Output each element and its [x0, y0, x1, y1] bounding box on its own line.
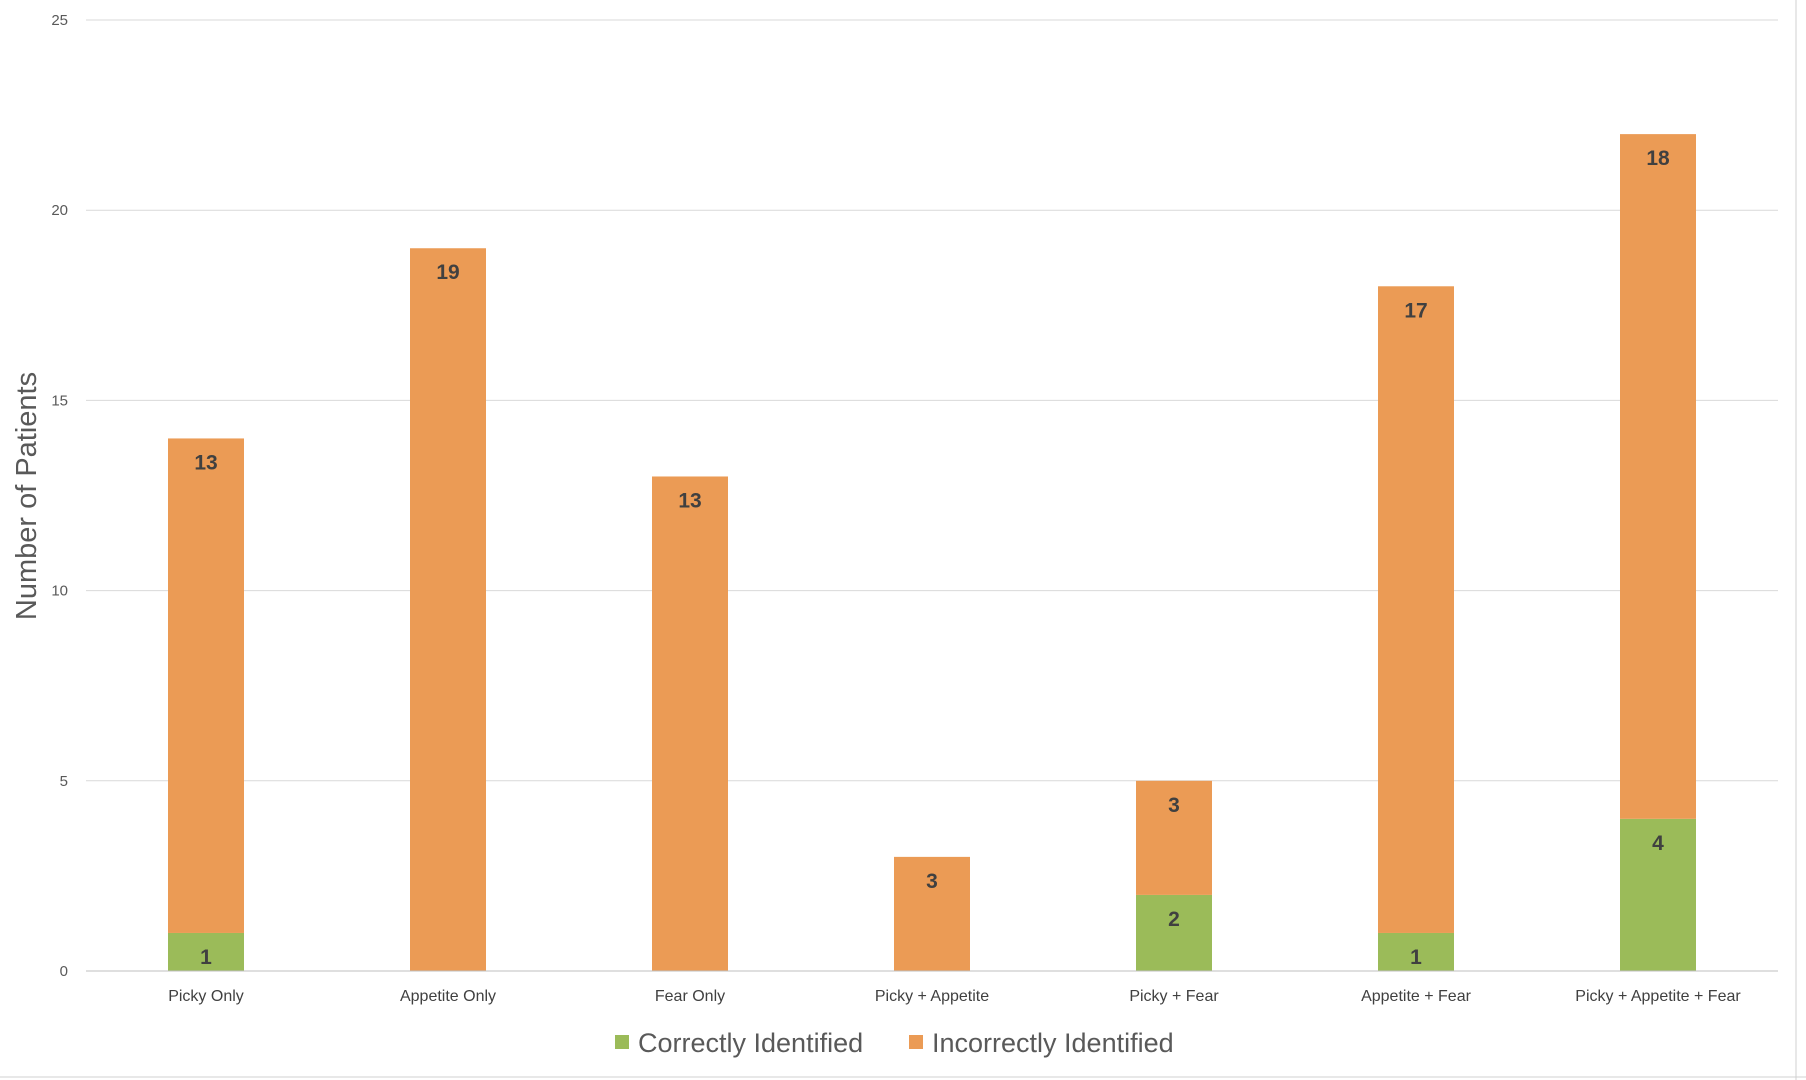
- data-label: 17: [1404, 299, 1427, 322]
- data-label: 13: [678, 489, 701, 512]
- legend-swatch: [909, 1035, 923, 1049]
- data-label: 4: [1652, 832, 1664, 855]
- x-category-label: Picky Only: [168, 988, 244, 1005]
- y-axis-ticks: 0 5 10 15 20 25: [51, 12, 68, 980]
- bar-segment: [410, 248, 486, 972]
- data-label: 18: [1646, 147, 1670, 170]
- x-category-label: Fear Only: [655, 988, 725, 1005]
- y-tick-label: 20: [51, 202, 68, 219]
- bars: [168, 134, 1696, 972]
- legend-swatch: [615, 1035, 629, 1049]
- bar-segment: [652, 476, 728, 971]
- bar-segment: [1620, 134, 1696, 819]
- data-label: 2: [1168, 908, 1180, 931]
- bar-segment: [1378, 932, 1454, 971]
- legend-label: Correctly Identified: [638, 1028, 863, 1058]
- x-category-label: Appetite Only: [400, 988, 496, 1005]
- bar-segment: [168, 932, 244, 971]
- data-label: 3: [926, 870, 938, 893]
- data-label: 19: [436, 261, 459, 284]
- x-category-label: Appetite + Fear: [1361, 988, 1472, 1005]
- y-tick-label: 25: [51, 12, 68, 29]
- x-category-label: Picky + Appetite + Fear: [1575, 988, 1741, 1005]
- bar-segment: [1136, 780, 1212, 895]
- data-label: 1: [200, 946, 212, 969]
- y-tick-label: 0: [60, 963, 68, 980]
- data-label: 3: [1168, 794, 1180, 817]
- data-labels: 1 13 19 13 3 2 3 1 17 4 18: [194, 147, 1670, 969]
- legend: Correctly Identified Incorrectly Identifi…: [615, 1028, 1174, 1058]
- x-axis-categories: Picky Only Appetite Only Fear Only Picky + …: [168, 988, 1741, 1005]
- y-tick-label: 10: [51, 583, 68, 600]
- data-label: 13: [194, 451, 217, 474]
- bar-segment: [894, 856, 970, 971]
- gridlines: [86, 19, 1778, 782]
- bar-segment: [1620, 818, 1696, 971]
- bar-segment: [168, 438, 244, 933]
- bar-segment: [1136, 894, 1212, 971]
- y-tick-label: 5: [60, 773, 68, 790]
- x-category-label: Picky + Fear: [1129, 988, 1219, 1005]
- legend-label: Incorrectly Identified: [932, 1028, 1174, 1058]
- data-label: 1: [1410, 946, 1422, 969]
- bar-segment: [1378, 286, 1454, 933]
- x-category-label: Picky + Appetite: [875, 988, 989, 1005]
- y-tick-label: 15: [51, 392, 68, 409]
- y-axis-title: Number of Patients: [11, 372, 43, 620]
